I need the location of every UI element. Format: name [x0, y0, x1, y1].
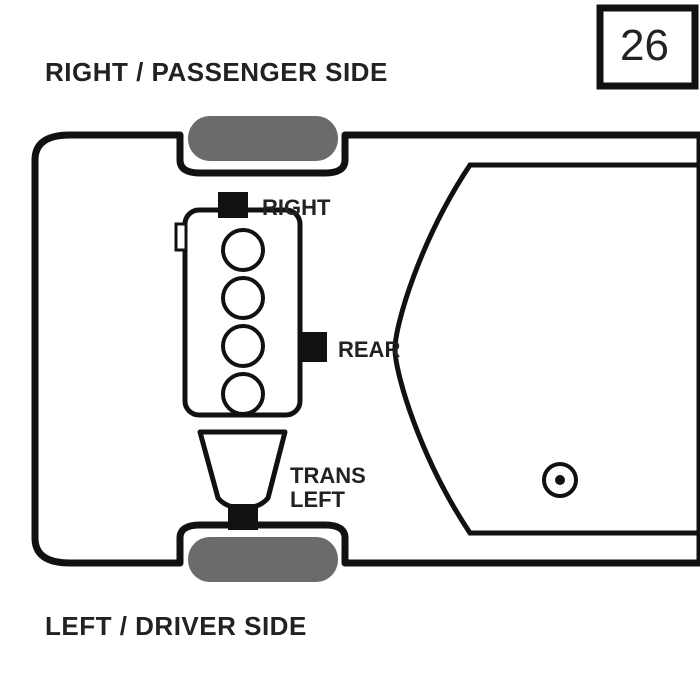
mount-right: [218, 192, 248, 218]
label-trans-line1: TRANS: [290, 463, 366, 488]
transmission: [200, 432, 285, 508]
mount-trans: [228, 504, 258, 530]
mount-rear: [301, 332, 327, 362]
label-top: RIGHT / PASSENGER SIDE: [45, 58, 388, 87]
label-mount-trans: TRANS LEFT: [290, 464, 366, 512]
label-mount-right: RIGHT: [262, 196, 330, 220]
engine-tab: [176, 224, 186, 250]
label-mount-rear: REAR: [338, 338, 400, 362]
wheel-top: [188, 116, 338, 161]
wheel-bottom: [188, 537, 338, 582]
diagram-canvas: RIGHT / PASSENGER SIDE LEFT / DRIVER SID…: [0, 0, 700, 700]
label-trans-line2: LEFT: [290, 487, 345, 512]
page-number: 26: [620, 22, 669, 70]
label-bottom: LEFT / DRIVER SIDE: [45, 612, 307, 641]
engine-block: [185, 210, 300, 415]
fuel-cap-inner: [555, 475, 565, 485]
front-cowl: [395, 165, 700, 533]
